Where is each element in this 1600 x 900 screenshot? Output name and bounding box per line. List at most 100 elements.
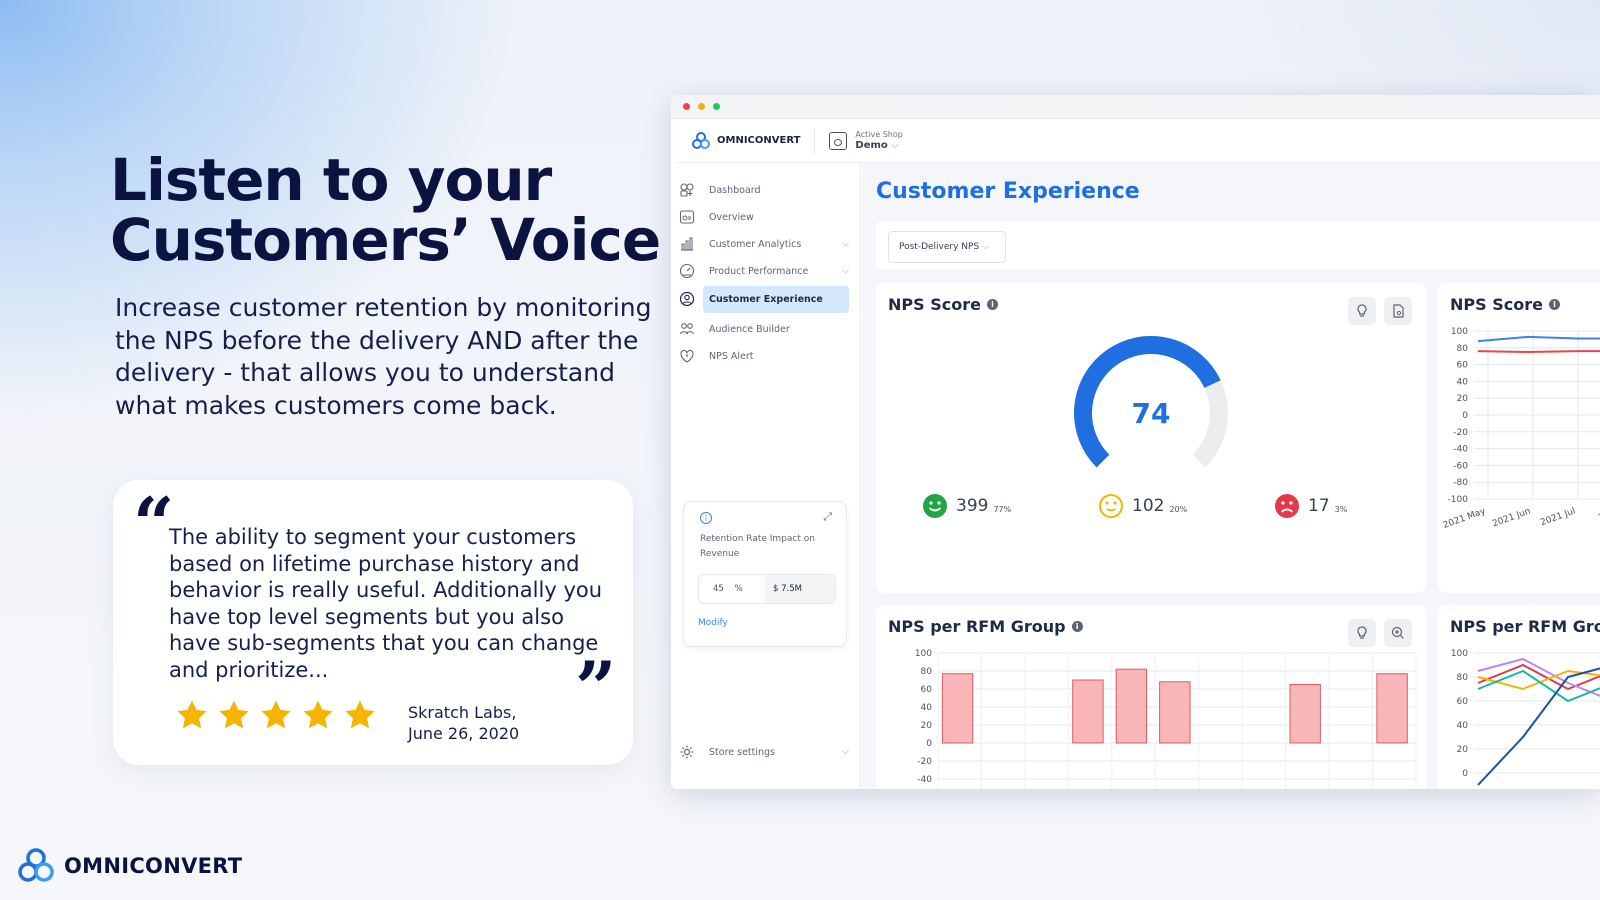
info-icon[interactable]: i bbox=[1548, 299, 1560, 310]
sidebar-item-product-performance[interactable]: Product Performance ⌵ bbox=[677, 258, 849, 284]
series-line bbox=[1477, 669, 1600, 703]
sad-face-icon bbox=[1275, 494, 1299, 518]
info-icon[interactable]: i bbox=[700, 512, 712, 524]
retention-rate-input[interactable]: 45 % bbox=[713, 584, 743, 594]
shop-name: Demo ⌵ bbox=[855, 139, 899, 151]
window-maximize-dot[interactable] bbox=[713, 103, 720, 110]
store-settings-label: Store settings bbox=[709, 746, 776, 758]
bar[interactable] bbox=[1072, 679, 1104, 744]
review-text: The ability to segment your customers ba… bbox=[169, 525, 603, 682]
omniconvert-logo-icon bbox=[18, 848, 54, 882]
y-tick-label: 100 bbox=[1451, 327, 1468, 337]
star-icon bbox=[219, 700, 249, 729]
promoters-count: 399 bbox=[956, 496, 989, 516]
app-brand-name: OMNICONVERT bbox=[717, 135, 801, 146]
detractors-count: 17 bbox=[1308, 496, 1330, 516]
y-tick-label: 40 bbox=[1457, 721, 1469, 731]
window-close-dot[interactable] bbox=[683, 103, 690, 110]
review-author: Skratch Labs, June 26, 2020 bbox=[408, 702, 519, 744]
y-tick-label: 0 bbox=[926, 739, 932, 749]
sidebar-item-nps-alert[interactable]: NPS Alert bbox=[677, 343, 849, 369]
gauge-fill bbox=[1074, 336, 1221, 468]
chevron-down-icon: ⌵ bbox=[842, 747, 849, 757]
y-tick-label: -60 bbox=[1453, 461, 1468, 471]
chevron-down-icon: ⌵ bbox=[982, 242, 989, 252]
sidebar-item-dashboard[interactable]: Dashboard bbox=[677, 177, 849, 203]
series-line bbox=[1477, 350, 1600, 354]
app-topbar: OMNICONVERT Active Shop Demo ⌵ bbox=[677, 119, 1600, 163]
headline: Listen to your Customers’ Voice bbox=[110, 150, 670, 270]
export-button[interactable] bbox=[1384, 297, 1412, 325]
lightbulb-icon bbox=[1357, 626, 1367, 639]
passives-stat: 102 20% bbox=[1098, 493, 1187, 519]
sidebar-item-audience-builder[interactable]: Audience Builder bbox=[677, 316, 849, 342]
insight-button[interactable] bbox=[1348, 619, 1376, 647]
app-logo[interactable]: OMNICONVERT bbox=[691, 131, 800, 151]
x-tick-label: 2021 bbox=[1597, 506, 1600, 523]
store-settings-item[interactable]: Store settings ⌵ bbox=[677, 739, 849, 765]
sidebar-item-label: Customer Experience bbox=[703, 285, 849, 313]
headline-line-2: Customers’ Voice bbox=[110, 206, 661, 274]
chevron-down-icon: ⌵ bbox=[842, 266, 849, 276]
sidebar-item-label: Audience Builder bbox=[709, 323, 790, 335]
gauge-icon bbox=[679, 263, 695, 279]
nps-type-dropdown[interactable]: Post-Delivery NPS ⌵ bbox=[888, 231, 1006, 263]
info-icon[interactable]: i bbox=[986, 299, 998, 310]
modify-link[interactable]: Modify bbox=[698, 618, 728, 628]
shop-label: Active Shop bbox=[855, 129, 903, 139]
y-tick-label: 100 bbox=[1451, 649, 1468, 659]
y-tick-label: 80 bbox=[1457, 344, 1469, 354]
happy-face-icon bbox=[923, 494, 947, 518]
bar[interactable] bbox=[1115, 668, 1148, 744]
y-tick-label: 40 bbox=[1457, 377, 1469, 387]
sidebar-item-label: Customer Analytics bbox=[709, 238, 802, 250]
sidebar-item-label: Product Performance bbox=[709, 265, 809, 277]
chevron-down-icon: ⌵ bbox=[891, 139, 899, 151]
headline-line-1: Listen to your bbox=[110, 146, 552, 214]
passives-count: 102 bbox=[1132, 496, 1165, 516]
subcopy: Increase customer retention by monitorin… bbox=[115, 293, 652, 420]
series-line bbox=[1477, 669, 1600, 691]
omniconvert-logo-icon bbox=[692, 131, 710, 149]
bar-chart-icon bbox=[679, 236, 695, 252]
sidebar-item-overview[interactable]: Overview bbox=[677, 204, 849, 230]
y-tick-label: 100 bbox=[915, 649, 932, 659]
y-tick-label: 0 bbox=[1462, 411, 1468, 421]
gear-icon bbox=[680, 745, 694, 759]
sidebar-item-customer-analytics[interactable]: Customer Analytics ⌵ bbox=[677, 231, 849, 257]
page-title: Customer Experience bbox=[876, 179, 1140, 204]
widget-title: Retention Rate Impact on Revenue bbox=[700, 534, 815, 559]
y-tick-label: -20 bbox=[1453, 428, 1468, 438]
shop-icon bbox=[829, 131, 848, 150]
y-tick-label: 60 bbox=[921, 685, 933, 695]
y-tick-label: 40 bbox=[921, 703, 933, 713]
review-date: June 26, 2020 bbox=[408, 724, 520, 743]
bar[interactable] bbox=[1289, 684, 1321, 744]
promoters-stat: 399 77% bbox=[922, 493, 1011, 519]
card-title: NPS per RFM Group i bbox=[888, 617, 1083, 636]
overview-icon bbox=[679, 209, 695, 225]
zoom-button[interactable] bbox=[1384, 619, 1412, 647]
window-minimize-dot[interactable] bbox=[698, 103, 705, 110]
brand-name: OMNICONVERT bbox=[64, 854, 243, 878]
card-title: NPS Score i bbox=[1450, 295, 1560, 314]
sidebar: Dashboard Overview Customer Analytics ⌵ Prod… bbox=[671, 163, 861, 789]
audience-icon bbox=[679, 321, 695, 337]
sidebar-item-customer-experience[interactable]: Customer Experience bbox=[677, 285, 849, 313]
card-title: NPS Score i bbox=[888, 295, 998, 314]
heart-alert-icon bbox=[679, 348, 695, 364]
bar[interactable] bbox=[941, 673, 974, 744]
y-tick-label: -40 bbox=[1453, 445, 1468, 455]
bar[interactable] bbox=[1376, 673, 1408, 744]
shop-selector[interactable]: Active Shop Demo ⌵ bbox=[829, 129, 903, 152]
bar[interactable] bbox=[1159, 681, 1191, 744]
expand-icon[interactable]: ⤢ bbox=[823, 510, 832, 523]
neutral-face-icon bbox=[1099, 494, 1123, 518]
info-icon[interactable]: i bbox=[1071, 621, 1083, 632]
insight-button[interactable] bbox=[1348, 297, 1376, 325]
star-rating bbox=[175, 698, 377, 732]
y-tick-label: 20 bbox=[1457, 745, 1469, 755]
